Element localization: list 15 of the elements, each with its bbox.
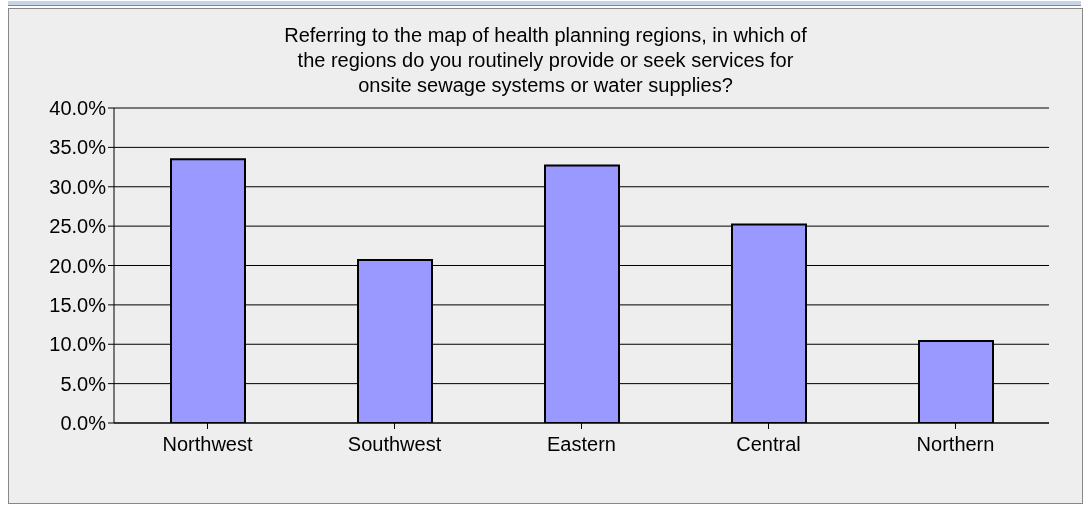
y-tick-label: 40.0%	[49, 97, 107, 120]
y-tick-label: 15.0%	[49, 293, 107, 316]
x-tick-label: Northwest	[162, 433, 253, 456]
y-tick-label: 0.0%	[60, 412, 107, 435]
chart-title: Referring to the map of health planning regions, in which of the regions do you routinely provide or seek services for onsite sewage systems or water supplies?	[283, 23, 808, 98]
x-tick-label: Eastern	[547, 433, 616, 456]
x-tick-label: Northern	[916, 433, 995, 456]
y-tick-label: 10.0%	[49, 333, 107, 356]
y-tick-label: 5.0%	[60, 372, 107, 395]
y-tick-label: 20.0%	[49, 254, 107, 277]
y-tick-label: 35.0%	[49, 136, 107, 159]
x-tick-label: Southwest	[347, 433, 442, 456]
y-tick-label: 25.0%	[49, 215, 107, 238]
y-tick-label: 30.0%	[49, 175, 107, 198]
x-tick-label: Central	[736, 433, 801, 456]
